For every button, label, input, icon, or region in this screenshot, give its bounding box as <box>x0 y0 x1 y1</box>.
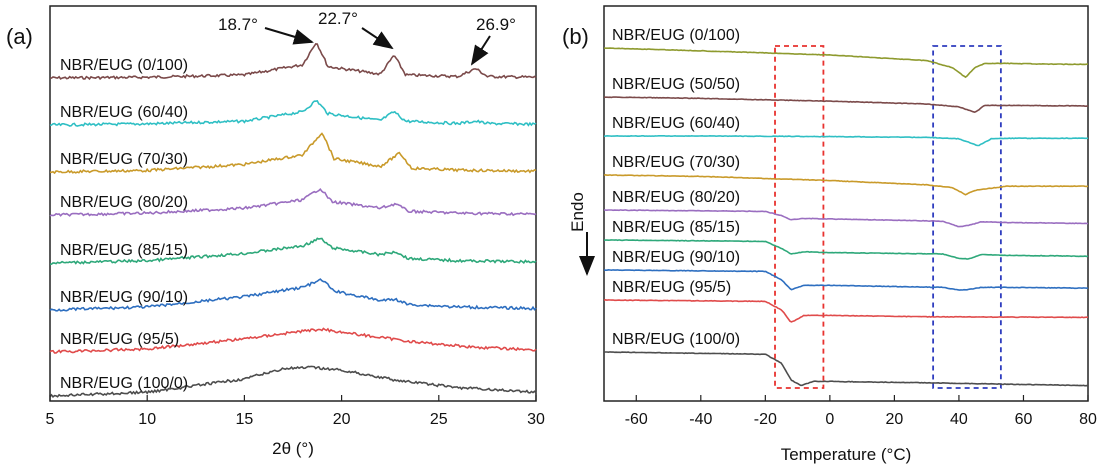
series-label: NBR/EUG (100/0) <box>612 331 740 348</box>
panel-a-x-ticks: 5 10 15 20 25 30 <box>46 395 545 428</box>
series-label: NBR/EUG (100/0) <box>60 375 188 392</box>
highlight-region <box>932 45 1002 389</box>
series-line <box>49 99 537 127</box>
series-line <box>49 237 537 266</box>
series-line <box>603 268 1089 291</box>
peak-annotation-arrow <box>264 27 314 45</box>
series-label: NBR/EUG (85/15) <box>60 242 188 259</box>
series-label: NBR/EUG (0/100) <box>60 57 188 74</box>
x-tick-label: 15 <box>236 411 254 428</box>
series-line <box>49 278 537 312</box>
x-tick-label: -40 <box>689 411 712 428</box>
series-label: NBR/EUG (90/10) <box>612 249 740 266</box>
x-tick-label: 20 <box>333 411 351 428</box>
panel-a-label: (a) <box>6 24 33 49</box>
x-tick-label: 5 <box>46 411 55 428</box>
x-tick-label: 30 <box>527 411 545 428</box>
series-line <box>49 188 537 217</box>
x-tick-label: 25 <box>430 411 448 428</box>
series-line <box>49 132 537 175</box>
series-line <box>604 96 1089 114</box>
series-label: NBR/EUG (70/30) <box>612 154 740 171</box>
peak-annotation-label: 18.7° <box>218 15 258 34</box>
x-tick-label: 20 <box>886 411 904 428</box>
series-line <box>603 239 1089 260</box>
x-tick-label: 60 <box>1015 411 1033 428</box>
panel-a-curves <box>49 43 537 399</box>
series-line <box>603 209 1089 228</box>
series-line <box>603 47 1089 79</box>
x-tick-label: 80 <box>1079 411 1097 428</box>
highlight-region <box>774 45 825 389</box>
x-tick-label: 0 <box>825 411 834 428</box>
x-tick-label: 10 <box>138 411 156 428</box>
series-line <box>603 173 1089 196</box>
peak-annotation-arrow <box>470 35 491 66</box>
series-label: NBR/EUG (70/30) <box>60 151 188 168</box>
series-label: NBR/EUG (0/100) <box>612 27 740 44</box>
panel-b: (b) NBR/EUG (0/100)NBR/EUG (50/50)NBR/EU… <box>562 5 1097 464</box>
panel-a-x-axis-label: 2θ (°) <box>272 439 314 458</box>
series-line <box>603 134 1089 147</box>
series-label: NBR/EUG (60/40) <box>612 115 740 132</box>
panel-b-label: (b) <box>562 24 589 49</box>
x-tick-label: -20 <box>754 411 777 428</box>
panel-b-y-axis-label: Endo <box>568 192 587 232</box>
panel-b-highlight-regions <box>774 45 1002 389</box>
series-label: NBR/EUG (95/5) <box>612 279 731 296</box>
series-label: NBR/EUG (85/15) <box>612 219 740 236</box>
panel-a-frame <box>49 5 537 402</box>
peak-annotation-label: 22.7° <box>318 9 358 28</box>
panel-b-curves <box>603 47 1089 387</box>
series-label: NBR/EUG (80/20) <box>612 189 740 206</box>
series-label: NBR/EUG (50/50) <box>612 76 740 93</box>
panel-b-series-labels: NBR/EUG (0/100) NBR/EUG (50/50) NBR/EUG (6… <box>612 27 740 348</box>
panel-a-series-labels: NBR/EUG (0/100) NBR/EUG (60/40) NBR/EUG (7… <box>60 57 188 392</box>
x-tick-label: 40 <box>950 411 968 428</box>
panel-b-frame <box>603 5 1089 402</box>
series-line <box>49 365 537 399</box>
panel-a: (a) NBR/EUG (0/100)NBR/EUG (60/40)NBR/EU… <box>6 5 545 458</box>
series-label: NBR/EUG (60/40) <box>60 104 188 121</box>
peak-annotation-label: 26.9° <box>476 15 516 34</box>
panel-b-x-ticks: -60 -40 -20 0 20 40 60 80 <box>625 395 1097 428</box>
series-label: NBR/EUG (90/10) <box>60 289 188 306</box>
series-line <box>49 43 537 81</box>
series-label: NBR/EUG (80/20) <box>60 194 188 211</box>
series-label: NBR/EUG (95/5) <box>60 331 179 348</box>
panel-b-x-axis-label: Temperature (°C) <box>781 445 912 464</box>
series-line <box>603 351 1089 387</box>
series-line <box>49 327 537 354</box>
peak-annotation-arrow <box>361 27 394 50</box>
x-tick-label: -60 <box>625 411 648 428</box>
panel-a-peak-annotations: 18.7° 22.7° 26.9° <box>218 9 516 66</box>
series-line <box>603 298 1088 323</box>
